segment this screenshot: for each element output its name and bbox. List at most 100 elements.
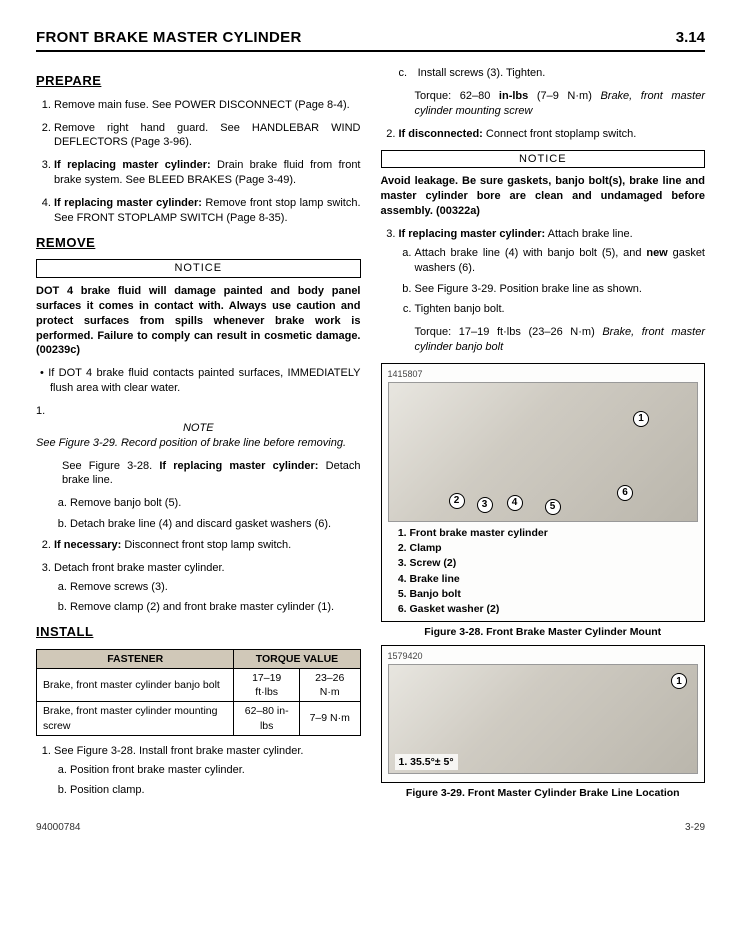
figure-legend: Front brake master cylinder Clamp Screw … xyxy=(388,526,699,616)
table-row: Brake, front master cylinder mounting sc… xyxy=(37,702,361,735)
notice-box: NOTICE xyxy=(381,150,706,169)
note-number: 1. xyxy=(36,405,45,417)
step-text: See Figure 3-28. xyxy=(62,460,159,472)
left-column: PREPARE Remove main fuse. See POWER DISC… xyxy=(36,66,361,806)
table-header: TORQUE VALUE xyxy=(234,649,360,668)
legend-item: Front brake master cylinder xyxy=(410,526,699,540)
table-header: FASTENER xyxy=(37,649,234,668)
legend-item: Brake line xyxy=(410,572,699,586)
page-header: FRONT BRAKE MASTER CYLINDER 3.14 xyxy=(36,28,705,52)
figure-id: 1579420 xyxy=(388,650,699,662)
table-cell: Brake, front master cylinder banjo bolt xyxy=(37,669,234,702)
bold-lead: If replacing master cylinder: xyxy=(54,159,211,171)
torque-text: Torque: 17–19 ft·lbs (23–26 N·m) xyxy=(415,326,603,338)
install-step-2: If disconnected: Connect front stoplamp … xyxy=(381,127,706,142)
torque-spec: Torque: 62–80 in-lbs (7–9 N·m) Brake, fr… xyxy=(415,89,706,119)
bullet-item: If DOT 4 brake fluid contacts painted su… xyxy=(36,366,361,396)
table-cell: 7–9 N·m xyxy=(299,702,360,735)
bold-lead: If necessary: xyxy=(54,539,121,551)
legend-item: Screw (2) xyxy=(410,556,699,570)
angle-label: 1. 35.5°± 5° xyxy=(395,754,458,770)
sub-steps: Attach brake line (4) with banjo bolt (5… xyxy=(399,246,706,317)
list-item: If replacing master cylinder: Drain brak… xyxy=(54,158,361,188)
list-item: Position front brake master cylinder. xyxy=(70,763,361,778)
callout-5: 5 xyxy=(545,499,561,515)
list-item: Remove screws (3). xyxy=(70,580,361,595)
prepare-heading: PREPARE xyxy=(36,72,361,90)
table-cell: 62–80 in-lbs xyxy=(234,702,299,735)
note-block: 1. NOTE xyxy=(36,404,361,436)
step-text: Attach brake line. xyxy=(545,228,632,240)
list-item: If replacing master cylinder: Attach bra… xyxy=(399,227,706,317)
notice-box: NOTICE xyxy=(36,259,361,278)
figure-3-29-caption: Figure 3-29. Front Master Cylinder Brake… xyxy=(381,786,706,800)
list-item: If necessary: Disconnect front stop lamp… xyxy=(54,538,361,553)
list-item: If replacing master cylinder: Remove fro… xyxy=(54,196,361,226)
cont-step-c: c. Install screws (3). Tighten. xyxy=(381,66,706,81)
install-step-3: If replacing master cylinder: Attach bra… xyxy=(381,227,706,317)
legend-item: Gasket washer (2) xyxy=(410,602,699,616)
step-text: Install screws (3). Tighten. xyxy=(418,67,546,79)
callout-2: 2 xyxy=(449,493,465,509)
bold-lead: If replacing master cylinder: xyxy=(54,197,202,209)
sub-steps: Position front brake master cylinder. Po… xyxy=(54,763,361,799)
callout-6: 6 xyxy=(617,485,633,501)
two-column-layout: PREPARE Remove main fuse. See POWER DISC… xyxy=(36,66,705,806)
figure-id: 1415807 xyxy=(388,368,699,380)
right-column: c. Install screws (3). Tighten. Torque: … xyxy=(381,66,706,806)
step-intro: See Figure 3-28. If replacing master cyl… xyxy=(62,459,361,489)
list-item: Remove banjo bolt (5). xyxy=(70,496,361,511)
legend-item: Clamp xyxy=(410,541,699,555)
page-footer: 94000784 3-29 xyxy=(36,821,705,835)
notice-body: Avoid leakage. Be sure gaskets, banjo bo… xyxy=(381,174,706,219)
torque-spec: Torque: 17–19 ft·lbs (23–26 N·m) Brake, … xyxy=(415,325,706,355)
table-cell: 23–26 N·m xyxy=(299,669,360,702)
list-item: See Figure 3-28. Install front brake mas… xyxy=(54,744,361,799)
page-number: 3-29 xyxy=(685,821,705,835)
table-row: Brake, front master cylinder banjo bolt … xyxy=(37,669,361,702)
torque-table: FASTENER TORQUE VALUE Brake, front maste… xyxy=(36,649,361,736)
remove-steps-cont: If necessary: Disconnect front stop lamp… xyxy=(36,538,361,615)
step-text: See Figure 3-28. Install front brake mas… xyxy=(54,745,303,757)
torque-text: (7–9 N·m) xyxy=(528,90,600,102)
page-title: FRONT BRAKE MASTER CYLINDER xyxy=(36,28,302,48)
doc-number: 94000784 xyxy=(36,821,81,835)
prepare-steps: Remove main fuse. See POWER DISCONNECT (… xyxy=(36,98,361,226)
section-number: 3.14 xyxy=(676,28,705,48)
sub-steps: Remove banjo bolt (5). Detach brake line… xyxy=(36,496,361,532)
list-item: Detach front brake master cylinder. Remo… xyxy=(54,561,361,616)
bold-lead: If replacing master cylinder: xyxy=(159,460,318,472)
torque-unit: in-lbs xyxy=(499,90,528,102)
list-item: Remove main fuse. See POWER DISCONNECT (… xyxy=(54,98,361,113)
list-item: Remove clamp (2) and front brake master … xyxy=(70,600,361,615)
figure-3-28-caption: Figure 3-28. Front Brake Master Cylinder… xyxy=(381,625,706,639)
callout-1: 1 xyxy=(633,411,649,427)
step-text: Disconnect front stop lamp switch. xyxy=(121,539,291,551)
list-item: Position clamp. xyxy=(70,783,361,798)
table-header-row: FASTENER TORQUE VALUE xyxy=(37,649,361,668)
install-steps: See Figure 3-28. Install front brake mas… xyxy=(36,744,361,799)
remove-heading: REMOVE xyxy=(36,234,361,252)
note-body: See Figure 3-29. Record position of brak… xyxy=(36,436,361,451)
install-heading: INSTALL xyxy=(36,623,361,641)
sub-label: c. xyxy=(399,66,415,81)
step-text: Attach brake line (4) with banjo bolt (5… xyxy=(415,247,647,259)
bold-word: new xyxy=(646,247,667,259)
callout-3: 3 xyxy=(477,497,493,513)
list-item: See Figure 3-29. Position brake line as … xyxy=(415,282,706,297)
step-text: Detach front brake master cylinder. xyxy=(54,562,225,574)
callout-4: 4 xyxy=(507,495,523,511)
bold-lead: If replacing master cylinder: xyxy=(399,228,546,240)
notice-body: DOT 4 brake fluid will damage painted an… xyxy=(36,284,361,358)
step-text: Tighten banjo bolt. xyxy=(415,303,505,315)
list-item: If disconnected: Connect front stoplamp … xyxy=(399,127,706,142)
table-cell: Brake, front master cylinder mounting sc… xyxy=(37,702,234,735)
list-item: Tighten banjo bolt. xyxy=(415,302,706,317)
bold-lead: If disconnected: xyxy=(399,128,483,140)
figure-3-29-image: 1 1. 35.5°± 5° xyxy=(388,664,699,774)
list-item: Detach brake line (4) and discard gasket… xyxy=(70,517,361,532)
figure-3-29-box: 1579420 1 1. 35.5°± 5° xyxy=(381,645,706,783)
note-label: NOTE xyxy=(36,421,361,436)
torque-text: Torque: 62–80 xyxy=(415,90,499,102)
figure-3-28-box: 1415807 1 2 3 4 5 6 Front brake master c… xyxy=(381,363,706,622)
